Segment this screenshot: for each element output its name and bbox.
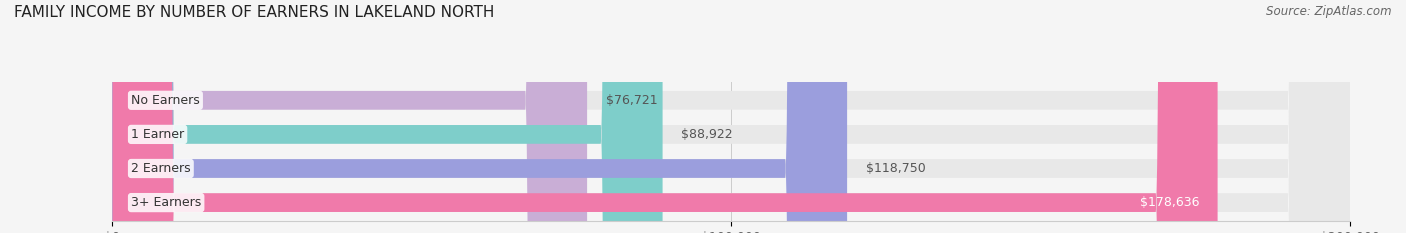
Text: Source: ZipAtlas.com: Source: ZipAtlas.com bbox=[1267, 5, 1392, 18]
Text: $88,922: $88,922 bbox=[681, 128, 733, 141]
FancyBboxPatch shape bbox=[112, 0, 588, 233]
FancyBboxPatch shape bbox=[112, 0, 1218, 233]
Text: FAMILY INCOME BY NUMBER OF EARNERS IN LAKELAND NORTH: FAMILY INCOME BY NUMBER OF EARNERS IN LA… bbox=[14, 5, 495, 20]
Text: 3+ Earners: 3+ Earners bbox=[131, 196, 201, 209]
Text: 2 Earners: 2 Earners bbox=[131, 162, 191, 175]
Text: $118,750: $118,750 bbox=[866, 162, 925, 175]
FancyBboxPatch shape bbox=[112, 0, 1350, 233]
FancyBboxPatch shape bbox=[112, 0, 848, 233]
FancyBboxPatch shape bbox=[112, 0, 1350, 233]
FancyBboxPatch shape bbox=[112, 0, 662, 233]
Text: No Earners: No Earners bbox=[131, 94, 200, 107]
Text: $76,721: $76,721 bbox=[606, 94, 657, 107]
FancyBboxPatch shape bbox=[112, 0, 1350, 233]
Text: $178,636: $178,636 bbox=[1139, 196, 1199, 209]
FancyBboxPatch shape bbox=[112, 0, 1350, 233]
Text: 1 Earner: 1 Earner bbox=[131, 128, 184, 141]
